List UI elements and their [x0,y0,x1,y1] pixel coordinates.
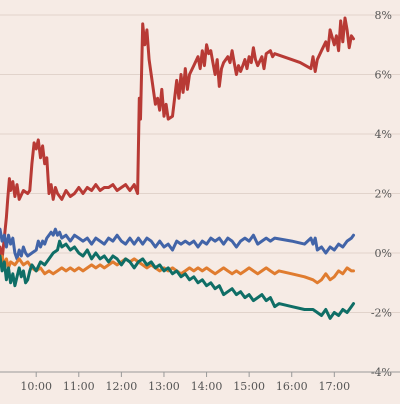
x-tick-label: 15:00 [233,380,265,393]
series-line-3 [0,254,355,285]
x-tick-label: 13:00 [148,380,180,393]
series-line-1 [0,16,355,261]
y-tick-label: -2% [371,307,392,320]
y-tick-label: 0% [375,247,392,260]
x-tick-label: 17:00 [318,380,350,393]
x-tick-label: 11:00 [63,380,95,393]
x-tick-label: 14:00 [191,380,223,393]
series-line-4 [0,239,355,320]
x-tick-label: 16:00 [276,380,308,393]
series-lines [0,16,355,320]
y-tick-label: 2% [375,188,392,201]
x-axis: 10:00 11:00 12:00 13:00 14:00 15:00 16:00 17:00 [0,371,400,393]
y-tick-label: 6% [375,69,392,82]
x-tick-label: 10:00 [20,380,52,393]
series-line-2 [0,227,355,261]
x-tick-label: 12:00 [106,380,138,393]
y-tick-label: 4% [375,128,392,141]
y-tick-label: 8% [375,9,392,22]
y-axis: 8%6%4%2%0%-2%-4% [371,9,392,379]
